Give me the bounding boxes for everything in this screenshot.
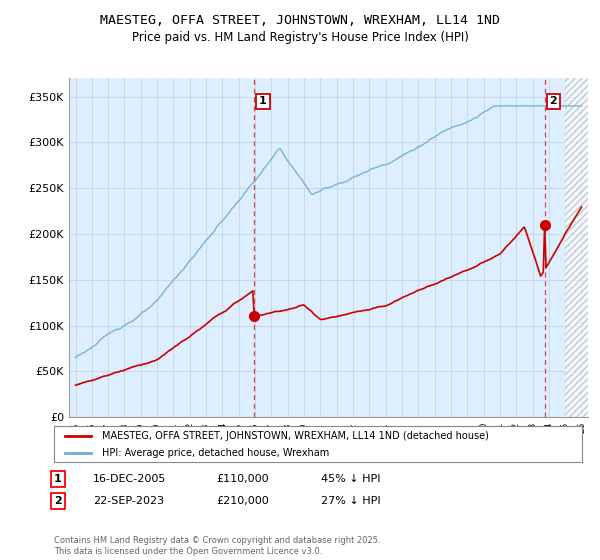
Text: MAESTEG, OFFA STREET, JOHNSTOWN, WREXHAM, LL14 1ND: MAESTEG, OFFA STREET, JOHNSTOWN, WREXHAM… — [100, 14, 500, 27]
Text: Contains HM Land Registry data © Crown copyright and database right 2025.
This d: Contains HM Land Registry data © Crown c… — [54, 536, 380, 556]
Text: 1: 1 — [259, 96, 267, 106]
Text: 2: 2 — [550, 96, 557, 106]
Text: 45% ↓ HPI: 45% ↓ HPI — [321, 474, 380, 484]
Text: 16-DEC-2005: 16-DEC-2005 — [93, 474, 166, 484]
Text: 22-SEP-2023: 22-SEP-2023 — [93, 496, 164, 506]
Text: MAESTEG, OFFA STREET, JOHNSTOWN, WREXHAM, LL14 1ND (detached house): MAESTEG, OFFA STREET, JOHNSTOWN, WREXHAM… — [101, 431, 488, 441]
Text: Price paid vs. HM Land Registry's House Price Index (HPI): Price paid vs. HM Land Registry's House … — [131, 31, 469, 44]
Bar — [565, 78, 588, 417]
Text: 2: 2 — [54, 496, 62, 506]
Text: HPI: Average price, detached house, Wrexham: HPI: Average price, detached house, Wrex… — [101, 448, 329, 458]
Text: £110,000: £110,000 — [216, 474, 269, 484]
Text: £210,000: £210,000 — [216, 496, 269, 506]
Text: 1: 1 — [54, 474, 62, 484]
Text: 27% ↓ HPI: 27% ↓ HPI — [321, 496, 380, 506]
